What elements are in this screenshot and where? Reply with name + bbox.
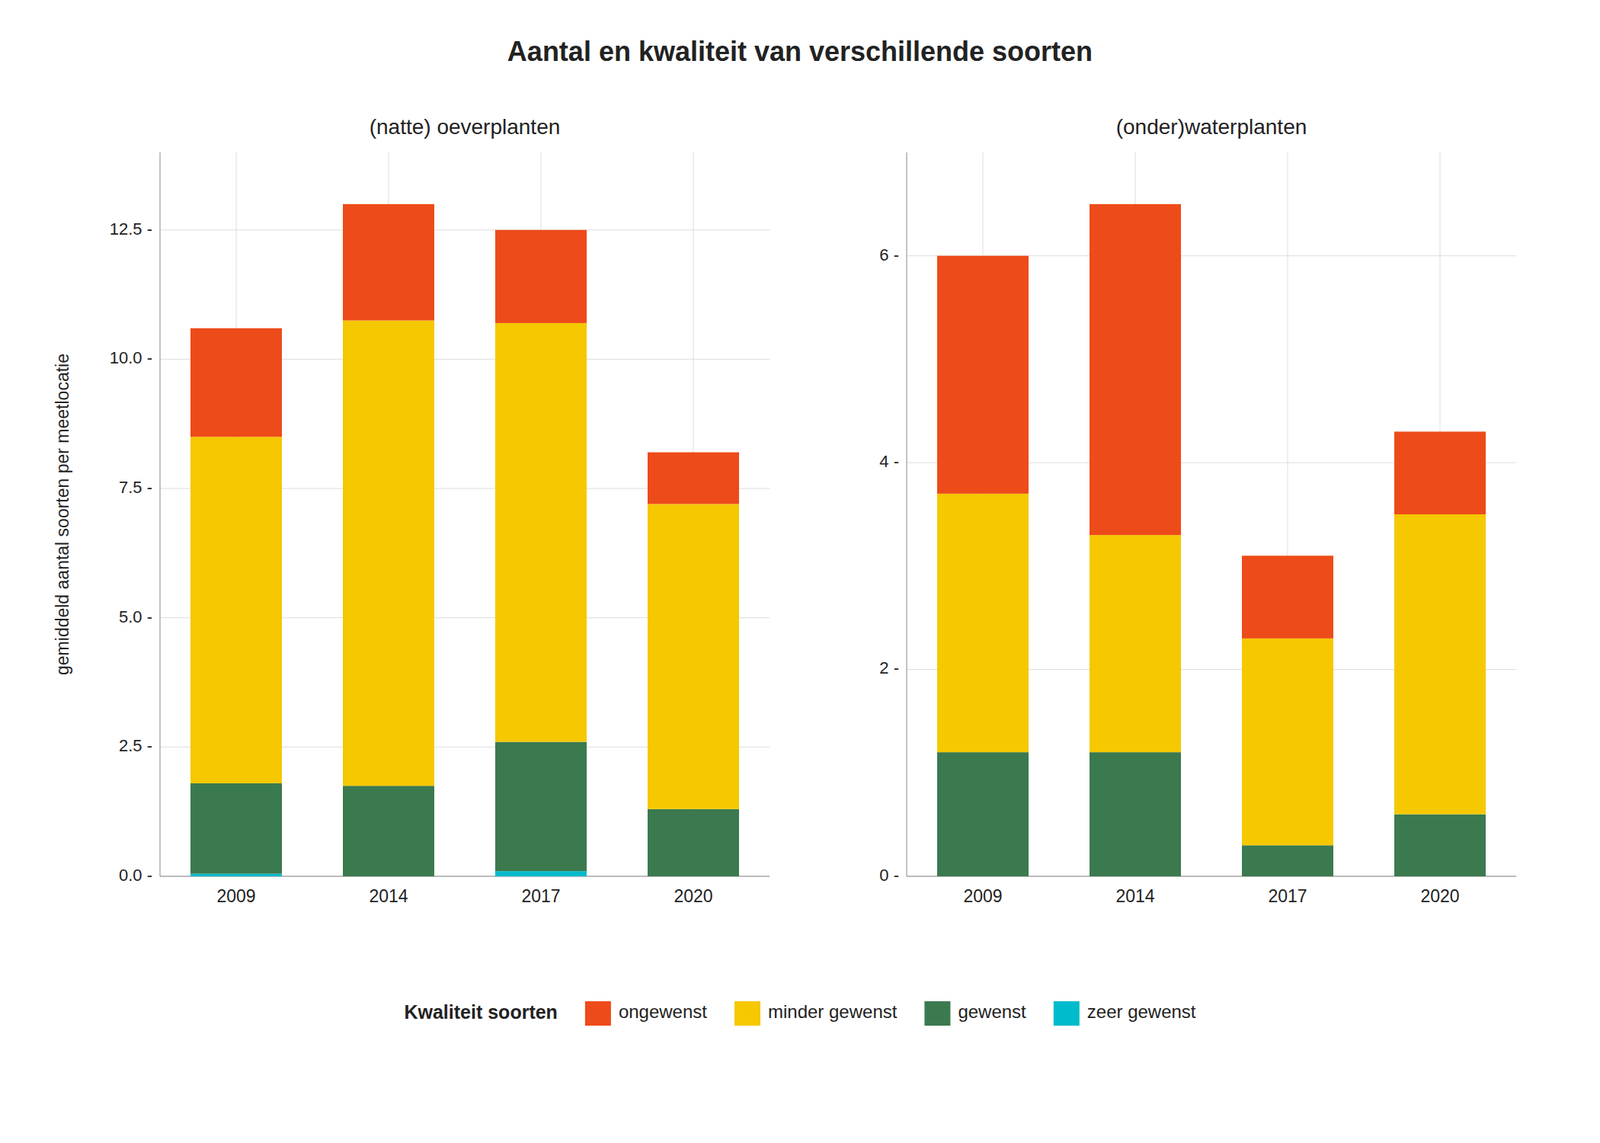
y-tick-label: 0 -	[879, 865, 900, 885]
y-tick-label: 12.5 -	[109, 219, 153, 239]
y-tick-label: 2 -	[879, 658, 900, 678]
legend-swatch	[924, 1001, 951, 1026]
y-tick-label: 2.5 -	[118, 736, 153, 756]
bar-segment	[937, 493, 1029, 752]
bar-segment	[1089, 534, 1181, 752]
y-tick-label: 0.0 -	[118, 865, 153, 885]
bar-segment	[190, 328, 282, 438]
x-tick-label: 2020	[1420, 886, 1460, 906]
bars	[190, 204, 740, 877]
bar-segment	[342, 204, 435, 321]
x-tick-label: 2020	[673, 886, 713, 906]
bar-segment	[1394, 431, 1486, 515]
x-tick-label: 2014	[368, 886, 408, 906]
bar-segment	[1241, 555, 1334, 639]
bar-segment	[1089, 204, 1181, 535]
y-tick-label: 7.5 -	[118, 477, 153, 497]
y-tick-label: 4 -	[879, 451, 900, 471]
bar-segment	[190, 873, 282, 877]
bar-segment	[1089, 752, 1181, 877]
bar-segment	[495, 323, 587, 743]
panel: 0.0 - 2.5 - 5.0 - 7.5 - 10.0 - 12.5 - 2009 2014…	[52, 115, 770, 906]
legend: Kwaliteit soorten ongewenst minder gewenst…	[403, 1001, 1196, 1026]
legend-swatch	[1053, 1001, 1080, 1026]
bar-segment	[937, 256, 1029, 494]
y-axis-line	[906, 152, 908, 877]
bar-segment	[647, 809, 740, 877]
bar-segment	[937, 752, 1029, 877]
bar-segment	[1241, 844, 1334, 877]
legend-swatch	[734, 1001, 761, 1026]
chart-canvas: Aantal en kwaliteit van verschillende so…	[0, 0, 1600, 1143]
bar-segment	[495, 742, 587, 872]
bar-segment	[647, 503, 740, 809]
bar-segment	[1394, 814, 1486, 877]
x-tick-label: 2014	[1115, 886, 1155, 906]
panel-title: (natte) oeverplanten	[369, 115, 561, 139]
bar-segment	[495, 230, 587, 324]
legend-swatch	[585, 1001, 612, 1026]
y-tick-label: 5.0 -	[118, 607, 153, 627]
y-tick-label: 6 -	[879, 245, 900, 265]
main-title: Aantal en kwaliteit van verschillende so…	[507, 35, 1093, 68]
y-axis-label: gemiddeld aantal soorten per meetlocatie	[52, 353, 73, 676]
legend-label: zeer gewenst	[1087, 1001, 1197, 1022]
y-tick-label: 10.0 -	[109, 348, 153, 368]
grid-line	[160, 229, 770, 231]
bar-segment	[1241, 638, 1334, 845]
legend-title: Kwaliteit soorten	[403, 1001, 557, 1023]
panel-title: (onder)waterplanten	[1116, 115, 1308, 139]
panel: 0 - 2 - 4 - 6 - 2009 2014 2017 2020 (onder)water…	[879, 115, 1517, 906]
bar-segment	[342, 320, 435, 787]
bar-segment	[495, 870, 587, 877]
bar-segment	[190, 783, 282, 874]
bars	[937, 204, 1486, 877]
x-tick-label: 2009	[216, 886, 256, 906]
y-axis-line	[160, 152, 161, 877]
legend-label: gewenst	[957, 1001, 1027, 1022]
bar-segment	[647, 452, 740, 505]
x-tick-label: 2009	[963, 886, 1002, 906]
legend-label: minder gewenst	[768, 1001, 898, 1022]
bar-segment	[1394, 514, 1486, 815]
legend-label: ongewenst	[618, 1001, 708, 1022]
page: {"title": "Aantal en kwaliteit van versc…	[0, 0, 1600, 1143]
x-tick-label: 2017	[1267, 886, 1307, 906]
bar-segment	[190, 436, 282, 784]
x-tick-label: 2017	[521, 886, 560, 906]
bar-segment	[342, 785, 435, 877]
